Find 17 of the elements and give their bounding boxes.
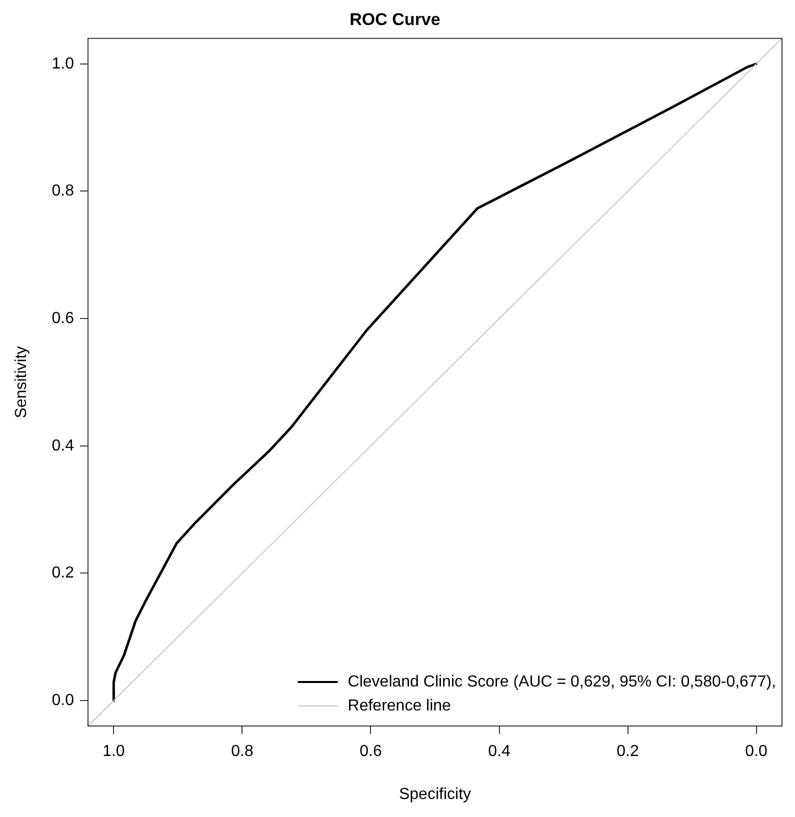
chart-title: ROC Curve [350,10,440,29]
x-axis-title: Specificity [398,786,472,803]
y-tick-label: 0.8 [52,182,74,200]
y-tick-label: 0.2 [52,564,74,582]
x-tick-label: 0.0 [745,743,768,760]
y-axis-title: Sensitivity [13,346,30,418]
legend-label: Reference line [348,697,452,714]
y-tick-label: 0.6 [52,310,74,327]
x-tick-label: 0.6 [360,743,382,760]
x-tick-label: 0.2 [616,743,639,760]
y-tick-label: 0.0 [52,692,74,709]
y-tick-label: 1.0 [52,55,74,72]
x-tick-label: 0.8 [231,743,254,760]
legend-label: Cleveland Clinic Score (AUC = 0,629, 95% CI: 0,580-0,677), [348,673,776,690]
x-tick-label: 0.4 [488,743,510,760]
y-tick-label: 0.4 [52,437,74,454]
x-tick-label: 1.0 [102,743,125,760]
